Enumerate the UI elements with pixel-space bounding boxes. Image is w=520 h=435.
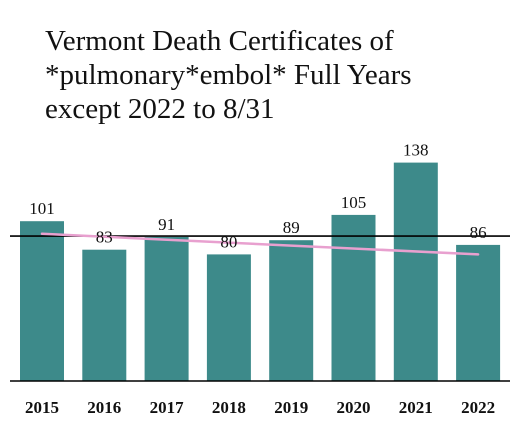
bar-2022 [456, 244, 501, 381]
trendline [40, 232, 480, 256]
x-tick-label-2017: 2017 [150, 398, 185, 417]
bar-2017 [144, 237, 189, 381]
data-label-2020: 105 [341, 193, 367, 212]
bar-2015 [20, 221, 64, 381]
x-tick-label-2015: 2015 [25, 398, 59, 417]
bar-2018 [206, 254, 251, 381]
data-label-2015: 101 [29, 199, 55, 218]
x-tick-label-2016: 2016 [87, 398, 121, 417]
bar-2016 [82, 249, 127, 381]
data-label-2019: 89 [283, 218, 300, 237]
x-tick-label-2020: 2020 [337, 398, 371, 417]
data-label-2018: 80 [220, 232, 237, 251]
data-label-2021: 138 [403, 141, 429, 160]
bar-2020 [331, 214, 376, 381]
data-label-2017: 91 [158, 215, 175, 234]
data-label-2022: 86 [470, 223, 487, 242]
x-tick-label-2021: 2021 [399, 398, 433, 417]
x-tick-label-2022: 2022 [461, 398, 495, 417]
x-tick-label-2019: 2019 [274, 398, 308, 417]
bar-2021 [393, 162, 438, 381]
chart-title: Vermont Death Certificates of *pulmonary… [45, 25, 412, 125]
x-tick-label-2018: 2018 [212, 398, 246, 417]
bar-2019 [269, 240, 314, 381]
data-label-2016: 83 [96, 228, 113, 247]
